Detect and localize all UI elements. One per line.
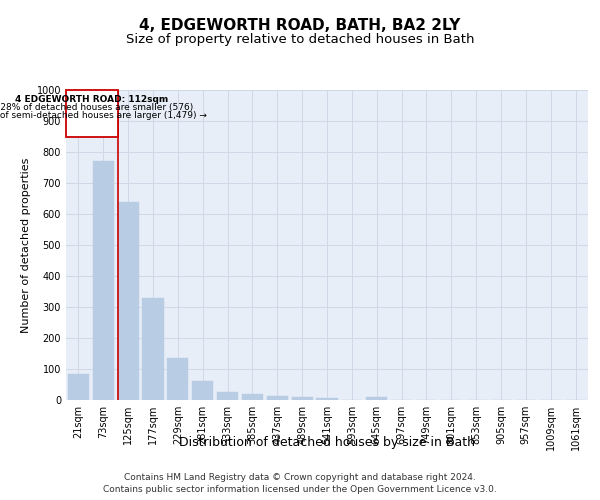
Text: ← 28% of detached houses are smaller (576): ← 28% of detached houses are smaller (57…: [0, 103, 193, 112]
Bar: [167, 358, 188, 400]
FancyBboxPatch shape: [66, 90, 118, 137]
Text: Distribution of detached houses by size in Bath: Distribution of detached houses by size …: [179, 436, 475, 449]
Text: Size of property relative to detached houses in Bath: Size of property relative to detached ho…: [126, 32, 474, 46]
Text: Contains public sector information licensed under the Open Government Licence v3: Contains public sector information licen…: [103, 485, 497, 494]
Bar: [267, 396, 288, 400]
Bar: [316, 398, 338, 400]
Bar: [68, 374, 89, 400]
Bar: [142, 298, 164, 400]
Bar: [292, 397, 313, 400]
Text: 72% of semi-detached houses are larger (1,479) →: 72% of semi-detached houses are larger (…: [0, 111, 207, 120]
Bar: [366, 397, 387, 400]
Bar: [118, 202, 139, 400]
Bar: [192, 382, 213, 400]
Text: 4, EDGEWORTH ROAD, BATH, BA2 2LY: 4, EDGEWORTH ROAD, BATH, BA2 2LY: [139, 18, 461, 32]
Y-axis label: Number of detached properties: Number of detached properties: [21, 158, 31, 332]
Text: Contains HM Land Registry data © Crown copyright and database right 2024.: Contains HM Land Registry data © Crown c…: [124, 472, 476, 482]
Bar: [93, 162, 114, 400]
Bar: [242, 394, 263, 400]
Text: 4 EDGEWORTH ROAD: 112sqm: 4 EDGEWORTH ROAD: 112sqm: [15, 96, 169, 104]
Bar: [217, 392, 238, 400]
